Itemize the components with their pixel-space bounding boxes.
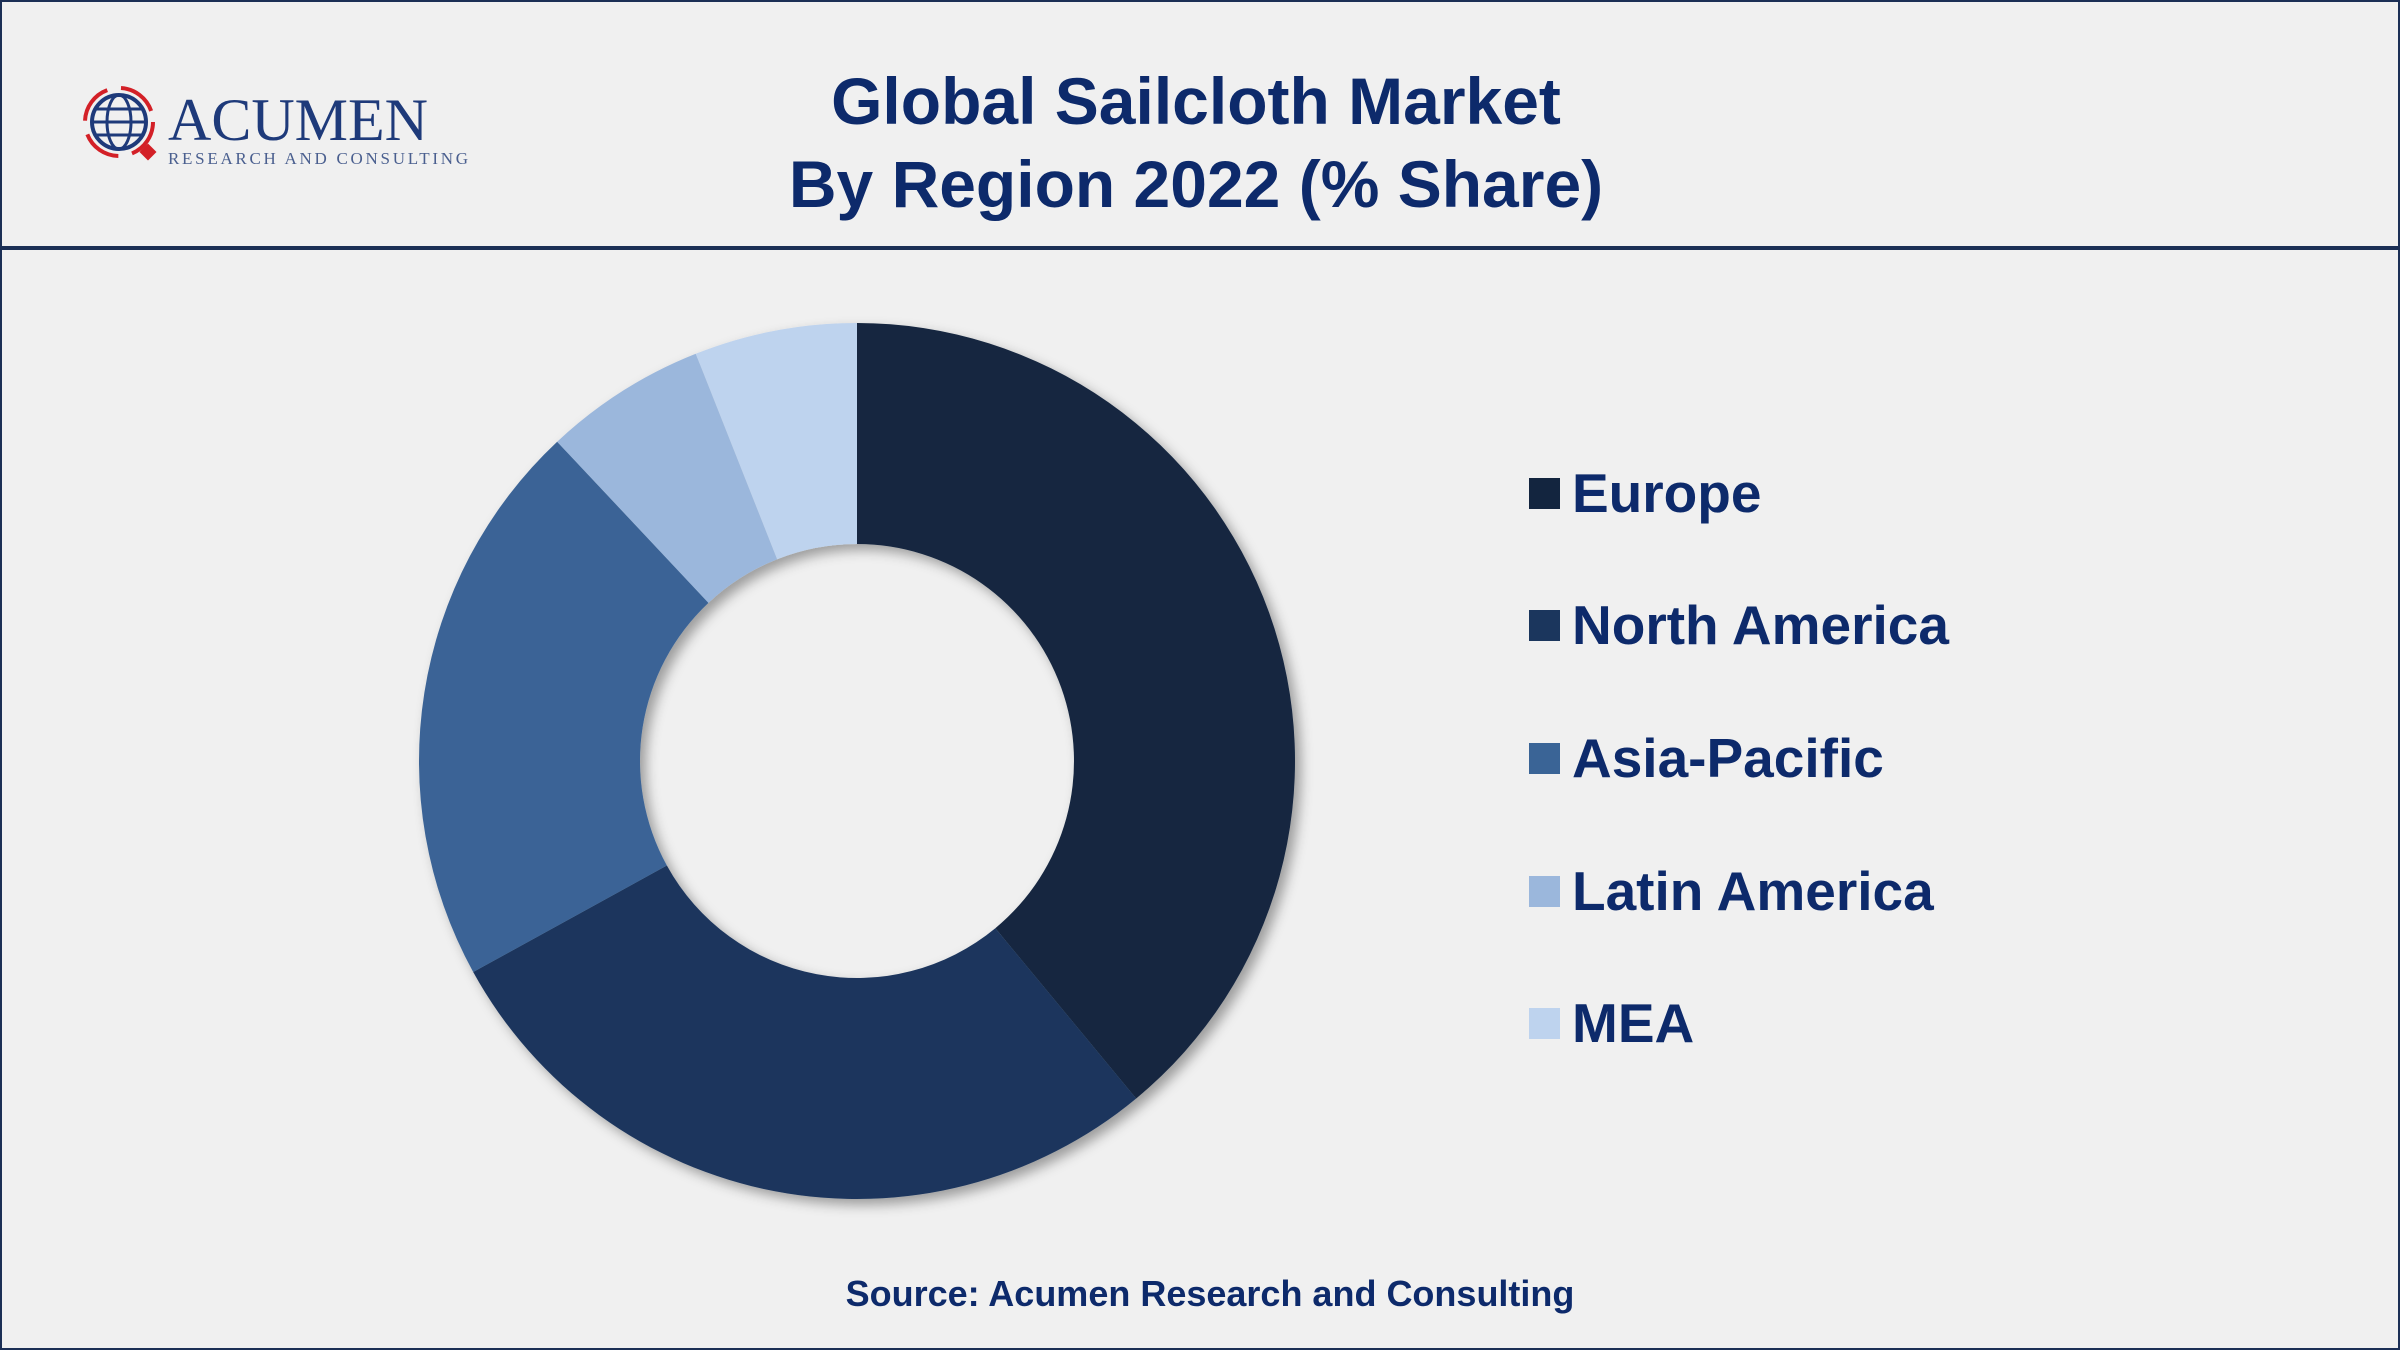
legend-swatch: [1529, 742, 1560, 774]
legend-item: MEA: [1529, 992, 1695, 1054]
slice-north-america: [473, 865, 1137, 1199]
logo-text: ACUMEN: [168, 87, 428, 153]
slice-asia-pacific: [418, 441, 709, 973]
legend-swatch: [1529, 609, 1560, 641]
legend-item: Asia-Pacific: [1529, 727, 1884, 789]
legend-label: North America: [1572, 594, 1949, 656]
legend-label: MEA: [1572, 992, 1695, 1054]
chart-title-line2: By Region 2022 (% Share): [788, 147, 1604, 221]
legend-swatch: [1529, 477, 1560, 509]
logo-subtext: RESEARCH AND CONSULTING: [168, 149, 468, 168]
legend-item: Europe: [1529, 462, 1762, 524]
chart-title-line1: Global Sailcloth Market: [831, 64, 1561, 138]
legend-item: North America: [1529, 594, 1949, 656]
header-divider: [0, 246, 2400, 250]
acumen-logo: ACUMEN RESEARCH AND CONSULTING: [76, 74, 476, 174]
slice-europe: [857, 323, 1295, 1099]
legend-label: Latin America: [1572, 860, 1934, 922]
source-note: Source: Acumen Research and Consulting: [845, 1273, 1575, 1314]
legend-swatch: [1529, 1007, 1560, 1039]
legend-label: Europe: [1572, 462, 1762, 524]
slice-latin-america: [557, 353, 778, 603]
slice-mea: [695, 323, 857, 560]
legend-label: Asia-Pacific: [1572, 727, 1884, 789]
legend-swatch: [1529, 875, 1560, 907]
legend-item: Latin America: [1529, 860, 1934, 922]
